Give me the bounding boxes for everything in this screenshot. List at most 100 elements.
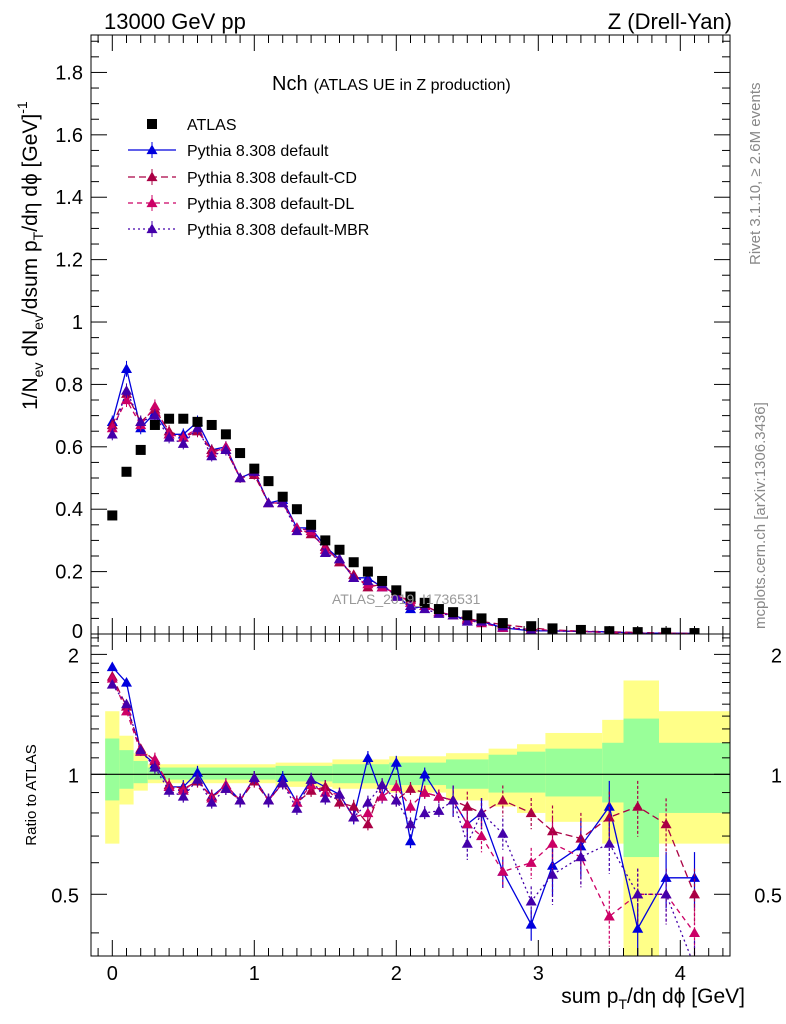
main-axes: 0.2 0.4 0.6 0.8 1 1.2 1.4 1.6 1.8 0: [55, 35, 730, 643]
series-marker: [135, 416, 147, 426]
ratio-marker: [390, 781, 402, 792]
series-marker: [149, 410, 161, 420]
ratio-marker: [149, 762, 161, 772]
ratio-marker: [348, 811, 360, 822]
mcplots-label: mcplots.cern.ch [arXiv:1306.3436]: [752, 402, 769, 629]
ratio-marker: [575, 851, 587, 862]
ratio-y-tick-label: 1: [68, 765, 79, 787]
ratio-marker: [192, 767, 203, 777]
atlas-data-point: [419, 597, 430, 608]
atlas-data-point: [348, 557, 359, 568]
main-y-tick-label: 1: [72, 312, 83, 334]
ratio-marker: [476, 807, 487, 818]
series-marker: [206, 450, 218, 461]
atlas-data-point: [391, 585, 402, 596]
ratio-marker: [405, 818, 416, 829]
main-y-tick-label-zero: 0: [72, 621, 83, 643]
main-panel: 0.2 0.4 0.6 0.8 1 1.2 1.4 1.6 1.8 0 Nch (ATLAS UE …: [14, 34, 731, 643]
ratio-marker: [376, 790, 388, 801]
ratio-marker: [362, 752, 374, 762]
series-marker: [277, 497, 289, 508]
ratio-band-inner: [623, 718, 659, 858]
main-y-tick-label: 0.4: [55, 499, 83, 521]
ratio-marker: [192, 774, 203, 784]
ratio-band-inner: [147, 767, 276, 780]
atlas-data-point: [320, 535, 331, 546]
atlas-data-point: [220, 429, 231, 440]
ratio-marker: [433, 790, 445, 801]
legend: ATLAS Pythia 8.308 default Pythia 8.308 de…: [128, 117, 369, 239]
series-marker: [106, 428, 118, 439]
ratio-band-inner: [119, 750, 134, 789]
legend-marker-2: [146, 171, 158, 182]
legend-marker-1: [146, 144, 158, 155]
ratio-marker: [334, 788, 345, 799]
ratio-marker: [135, 744, 147, 755]
ratio-marker: [525, 918, 537, 929]
ratio-marker: [248, 772, 260, 782]
atlas-data-point: [362, 566, 373, 577]
series-marker: [149, 400, 161, 411]
ratio-marker: [177, 790, 189, 801]
legend-label-2: Pythia 8.308 default-CD: [187, 170, 357, 187]
legend-label-atlas: ATLAS: [187, 117, 237, 134]
series-marker: [121, 385, 132, 395]
main-y-tick-label: 1.8: [55, 62, 83, 84]
ratio-marker: [525, 807, 537, 818]
ratio-band-inner: [545, 748, 603, 797]
ratio-marker: [277, 777, 289, 788]
ratio-marker: [121, 698, 132, 709]
ratio-marker: [660, 888, 672, 899]
series-marker: [334, 553, 345, 564]
legend-marker-atlas: [147, 119, 157, 129]
atlas-data-point: [107, 510, 118, 521]
ratio-marker: [603, 801, 615, 811]
ratio-y-tick-label-right: 2: [771, 645, 782, 667]
atlas-data-point: [164, 413, 175, 424]
ratio-marker: [476, 830, 487, 841]
ratio-marker: [419, 787, 431, 797]
atlas-data-point: [291, 504, 302, 515]
series-marker: [291, 525, 303, 536]
ratio-band-inner: [105, 738, 120, 801]
ratio-marker: [497, 828, 509, 838]
series-marker: [362, 575, 374, 586]
atlas-data-point: [448, 607, 459, 618]
atlas-data-point: [192, 416, 203, 427]
ratio-marker: [348, 801, 360, 811]
analysis-watermark: ATLAS_2019_I1736531: [332, 591, 481, 607]
series-marker: [348, 572, 360, 582]
series-marker: [390, 591, 402, 601]
ratio-marker: [660, 872, 672, 882]
main-y-tick-label: 1.6: [55, 125, 83, 147]
atlas-data-point: [135, 444, 146, 455]
main-y-tick-label: 1.4: [55, 187, 83, 209]
ratio-marker: [689, 927, 700, 938]
legend-label-1: Pythia 8.308 default: [187, 143, 329, 160]
ratio-axes: 0.5 0.5 1 1 2 2 0 1 2 3 4: [51, 634, 782, 985]
x-tick-label: 1: [249, 963, 260, 985]
series-marker: [106, 422, 118, 433]
ratio-marker: [632, 801, 644, 811]
ratio-marker: [497, 866, 509, 876]
ratio-marker: [689, 961, 700, 971]
series-marker: [405, 600, 416, 611]
energy-label: 13000 GeV pp: [104, 9, 246, 34]
main-y-tick-label: 0.2: [55, 562, 83, 584]
process-label: Z (Drell-Yan): [608, 9, 732, 34]
main-y-axis-label: 1/Nev dNev/dsum pT/dη dϕ [GeV]-1: [14, 101, 46, 410]
ratio-marker: [291, 803, 303, 813]
ratio-marker: [163, 785, 175, 795]
ratio-band-inner: [659, 742, 730, 813]
ratio-marker: [660, 818, 672, 829]
atlas-data-point: [206, 419, 217, 430]
ratio-marker: [390, 794, 402, 805]
x-axis-label: sum pT/dη dϕ [GeV]: [561, 985, 745, 1012]
ratio-y-tick-label: 0.5: [51, 885, 79, 907]
ratio-band-inner: [332, 764, 390, 784]
ratio-uncertainty-bands: [105, 680, 730, 956]
atlas-data-point: [277, 491, 288, 502]
ratio-band-inner: [602, 742, 624, 803]
atlas-data-point: [235, 448, 246, 459]
